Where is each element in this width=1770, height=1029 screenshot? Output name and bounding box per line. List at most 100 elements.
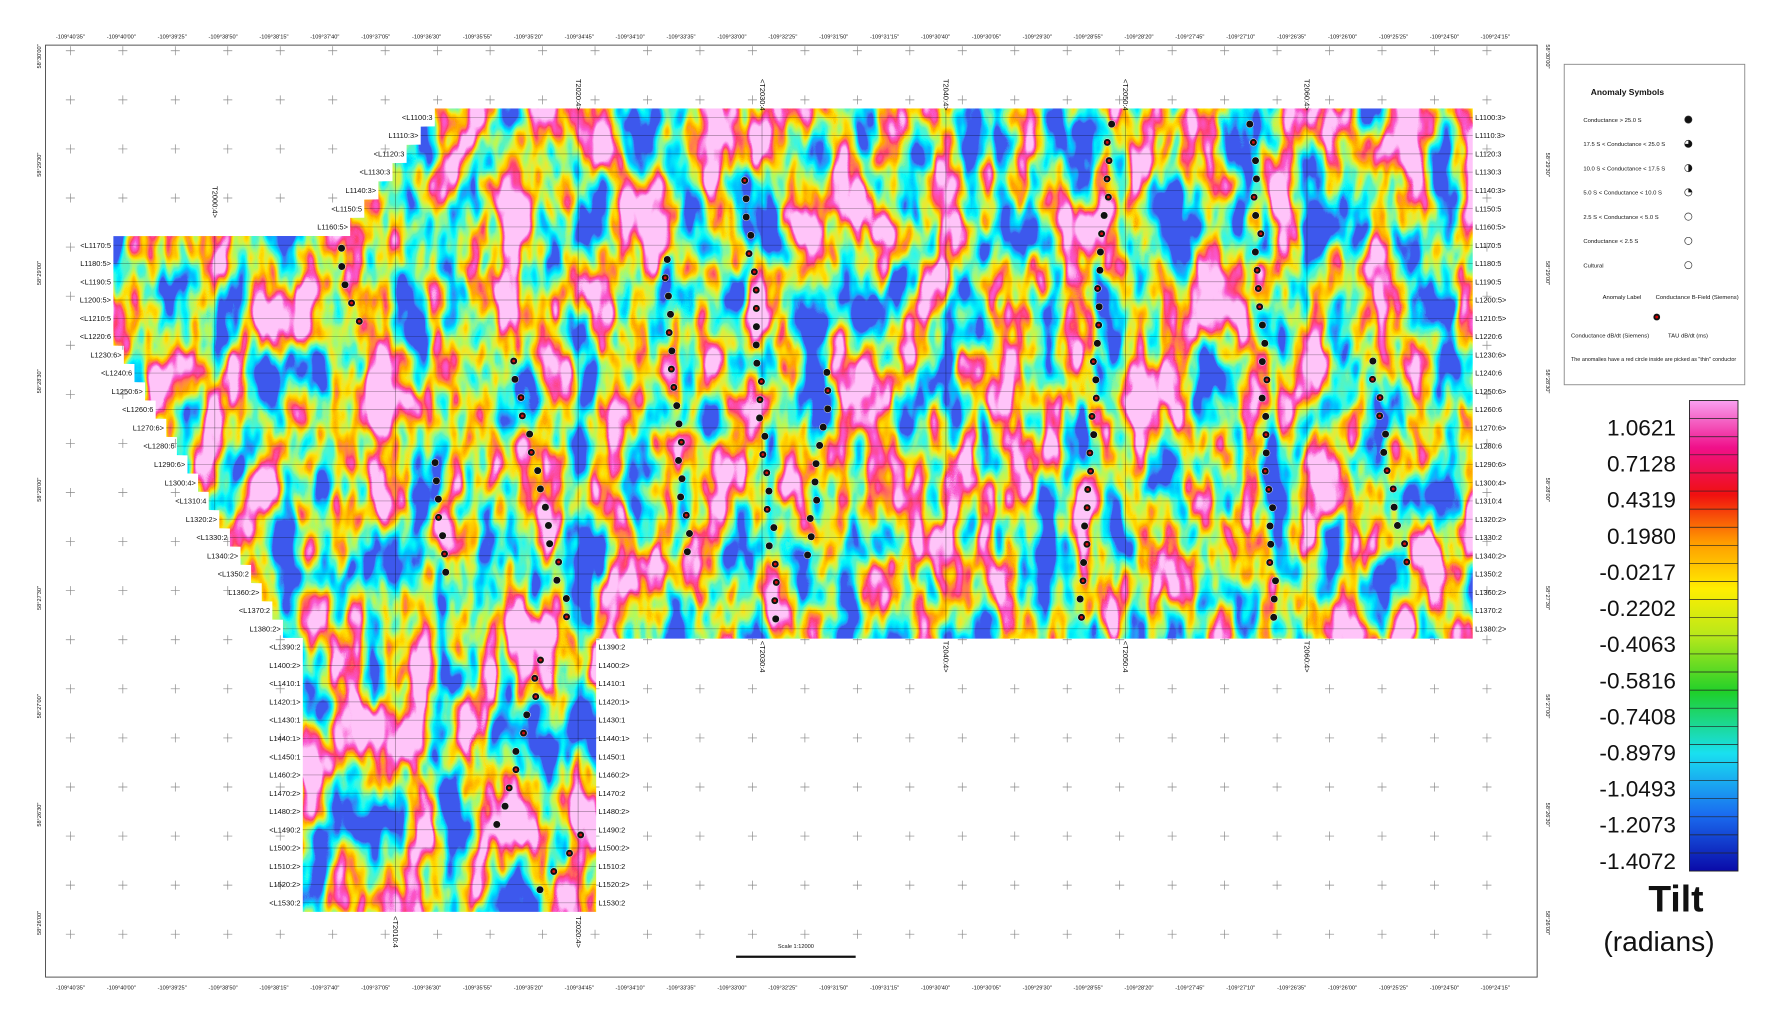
anomaly-symbol (678, 475, 685, 482)
latitude-label-right: 58°26'30" (1544, 803, 1550, 827)
anomaly-thin-marker (1403, 542, 1406, 545)
anomaly-thin-marker (1265, 378, 1268, 381)
longitude-label-bottom: -109°39'25" (158, 986, 187, 992)
line-label-left: L1400:2> (269, 661, 300, 670)
colorbar-unit: (radians) (1603, 925, 1714, 957)
anomaly-thin-marker (680, 441, 683, 444)
longitude-label-bottom: -109°30'05" (972, 986, 1001, 992)
anomaly-thin-marker (672, 386, 675, 389)
legend-item-label: 5.0 S < Conductance < 10.0 S (1583, 191, 1662, 197)
latitude-label-right: 58°26'00" (1544, 911, 1550, 935)
line-label-left: L1420:1> (269, 697, 300, 706)
line-label-right: L1400:2> (598, 661, 629, 670)
anomaly-thin-marker (1258, 305, 1261, 308)
line-label-left: L1110:3> (388, 131, 418, 140)
line-label-left: <L1100:3 (402, 113, 433, 122)
anomaly-thin-marker (1095, 397, 1098, 400)
longitude-label-top: -109°40'35" (56, 34, 85, 40)
longitude-label-bottom: -109°35'55" (463, 986, 492, 992)
anomaly-symbol (1263, 449, 1270, 456)
anomaly-thin-marker (521, 414, 524, 417)
legend-symbol (1685, 116, 1692, 123)
line-label-right: L1240:6 (1475, 369, 1502, 378)
anomaly-symbol (753, 359, 760, 366)
anomaly-symbol (756, 414, 763, 421)
anomaly-thin-marker (766, 508, 769, 511)
anomaly-thin-marker (761, 453, 764, 456)
anomaly-symbol (442, 568, 449, 575)
colorbar-label: -0.5816 (1599, 668, 1675, 693)
anomaly-thin-marker (1086, 543, 1089, 546)
anomaly-symbol (1081, 522, 1088, 529)
longitude-label-top: -109°32'25" (768, 34, 797, 40)
tie-label: <T2050:4 (1121, 79, 1130, 111)
tie-label: T2040:4> (942, 641, 951, 673)
line-label-right: L1470:2 (598, 789, 625, 798)
anomaly-thin-marker (1264, 433, 1267, 436)
anomaly-symbol (667, 311, 674, 318)
anomaly-thin-marker (533, 677, 536, 680)
line-label-right: L1360:2> (1475, 588, 1506, 597)
anomaly-thin-marker (539, 659, 542, 662)
longitude-label-bottom: -109°31'50" (819, 986, 848, 992)
line-label-left: <L1310:4 (175, 497, 206, 506)
anomaly-thin-marker (358, 320, 361, 323)
line-label-right: L1270:6> (1475, 423, 1506, 432)
line-label-right: L1460:2> (598, 771, 629, 780)
longitude-label-top: -109°25'25" (1379, 34, 1408, 40)
anomaly-symbol (772, 615, 779, 622)
line-label-right: L1170:5 (1475, 241, 1501, 250)
legend-item-label: 2.5 S < Conductance < 5.0 S (1583, 215, 1658, 221)
line-label-right: L1520:2> (598, 880, 629, 889)
anomaly-thin-marker (1097, 324, 1100, 327)
anomaly-symbol (1270, 614, 1277, 621)
longitude-label-bottom: -109°27'45" (1175, 986, 1204, 992)
longitude-label-top: -109°34'45" (565, 34, 594, 40)
anomaly-symbol (1253, 175, 1260, 182)
anomaly-symbol (1369, 357, 1376, 364)
line-label-right: L1340:2> (1475, 551, 1506, 560)
anomaly-symbol (1080, 559, 1087, 566)
latitude-label-right: 58°29'30" (1544, 153, 1550, 177)
line-label-right: L1100:3> (1475, 113, 1506, 122)
line-label-right: L1410:1 (598, 679, 625, 688)
colorbar-label: -0.0217 (1599, 560, 1675, 585)
anomaly-symbol (523, 711, 530, 718)
anomaly-symbol (811, 478, 818, 485)
colorbar-label: 0.4319 (1607, 488, 1676, 513)
anomaly-thin-marker (1086, 488, 1089, 491)
anomaly-symbol (546, 540, 553, 547)
anomaly-symbol (545, 522, 552, 529)
longitude-label-bottom: -109°28'20" (1124, 986, 1153, 992)
anomaly-thin-marker (1107, 196, 1110, 199)
anomaly-symbol (1394, 522, 1401, 529)
longitude-label-top: -109°35'55" (463, 34, 492, 40)
anomaly-symbol (668, 347, 675, 354)
tie-label: T2020:4> (574, 916, 583, 948)
anomaly-symbol (536, 886, 543, 893)
anomaly-thin-marker (552, 870, 555, 873)
anomaly-symbol (1096, 267, 1103, 274)
line-label-right: L1120:3 (1475, 149, 1501, 158)
longitude-label-top: -109°40'00" (107, 34, 136, 40)
anomaly-thin-marker (1256, 269, 1259, 272)
line-label-right: L1320:2> (1475, 515, 1506, 524)
anomaly-thin-marker (1108, 159, 1111, 162)
anomaly-symbol (807, 515, 814, 522)
anomaly-symbol (761, 433, 768, 440)
tie-label: <T2050:4 (1121, 641, 1130, 673)
line-label-right: L1110:3> (1475, 131, 1505, 140)
line-label-left: L1510:2> (269, 862, 300, 871)
anomaly-thin-marker (579, 833, 582, 836)
longitude-label-bottom: -109°33'00" (717, 986, 746, 992)
anomaly-thin-marker (1100, 232, 1103, 235)
colorbar-label: 0.1980 (1607, 524, 1676, 549)
tie-label: <T2030:4 (758, 79, 767, 111)
anomaly-symbol (534, 467, 541, 474)
anomaly-symbol (338, 245, 345, 252)
anomaly-thin-marker (557, 561, 560, 564)
anomaly-thin-marker (1088, 451, 1091, 454)
anomaly-symbol (1272, 577, 1279, 584)
line-label-right: L1380:2> (1475, 624, 1506, 633)
line-label-left: <L1390:2 (269, 643, 300, 652)
